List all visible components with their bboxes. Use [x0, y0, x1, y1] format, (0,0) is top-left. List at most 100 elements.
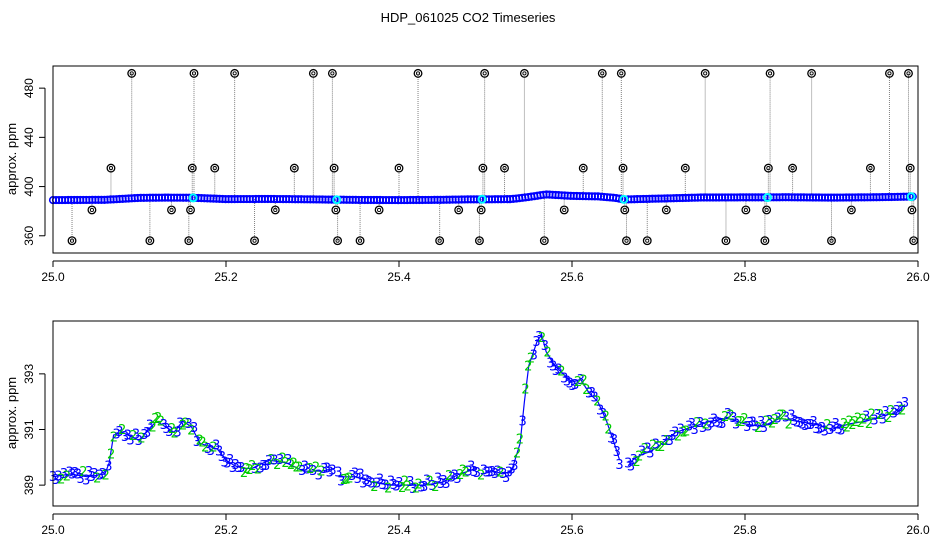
point-label: 3 — [262, 459, 270, 474]
point-label: 3 — [88, 470, 96, 485]
point-label: 3 — [707, 417, 715, 432]
outlier-point — [413, 68, 423, 78]
point-label: 3 — [710, 412, 718, 427]
x-tick-label: 25.4 — [387, 270, 411, 284]
outlier-point — [127, 68, 137, 78]
point-label: 3 — [82, 473, 90, 488]
outlier-point-inner — [562, 207, 567, 212]
point-label: 3 — [373, 476, 381, 491]
point-label: 3 — [124, 428, 132, 443]
outlier-point-inner — [415, 71, 421, 76]
point-label: 2 — [785, 417, 793, 432]
point-label: 2 — [281, 456, 289, 471]
point-label: 3 — [507, 463, 515, 478]
point-label: 3 — [804, 418, 812, 433]
point-label: 2 — [110, 430, 118, 445]
point-label: 2 — [107, 448, 115, 463]
outlier-point — [250, 236, 259, 246]
outlier-point — [87, 205, 97, 215]
point-label: 3 — [417, 480, 425, 495]
outlier-point-inner — [683, 166, 688, 171]
point-label: 2 — [579, 373, 587, 388]
outlier-point — [478, 163, 488, 173]
point-label: 3 — [563, 374, 571, 389]
point-label: 2 — [245, 463, 253, 478]
point-label: 2 — [865, 417, 873, 432]
point-label: 2 — [884, 411, 892, 426]
point-label: 3 — [596, 404, 604, 419]
point-label: 3 — [696, 416, 704, 431]
point-label: 3 — [368, 477, 376, 492]
point-label: 2 — [306, 462, 314, 477]
point-label: 3 — [893, 404, 901, 419]
point-label: 3 — [790, 414, 798, 429]
point-label: 2 — [771, 413, 779, 428]
outlier-point — [435, 236, 445, 246]
point-label: 3 — [549, 360, 557, 375]
point-label: 3 — [96, 468, 104, 483]
outlier-point-inner — [335, 238, 340, 243]
outlier-point-inner — [456, 207, 461, 212]
point-label: 3 — [630, 453, 638, 468]
point-label: 3 — [505, 465, 513, 480]
point-label: 3 — [453, 472, 461, 487]
point-label: 3 — [879, 413, 887, 428]
point-label: 3 — [666, 434, 674, 449]
point-label: 2 — [187, 423, 195, 438]
outlier-point — [394, 163, 404, 173]
point-label: 2 — [63, 470, 71, 485]
outlier-point-inner — [790, 166, 795, 171]
point-label: 2 — [151, 412, 159, 427]
point-label: 3 — [162, 422, 170, 437]
x-tick-label: 26.0 — [906, 523, 930, 537]
point-label: 3 — [309, 464, 317, 479]
outlier-point — [905, 163, 915, 173]
point-label: 2 — [93, 471, 101, 486]
top-panel: 25.0 25.2 25.4 25.6 25.8 26.0 360 400 440 480 ap… — [4, 65, 930, 284]
point-label: 2 — [693, 416, 701, 431]
outlier-point — [289, 163, 299, 173]
point-label: 2 — [179, 418, 187, 433]
point-label: 3 — [284, 453, 292, 468]
point-label: 2 — [674, 429, 682, 444]
point-label: 3 — [176, 416, 184, 431]
point-label: 2 — [412, 482, 420, 497]
point-label: 3 — [732, 418, 740, 433]
point-label: 3 — [541, 339, 549, 354]
point-label: 3 — [121, 430, 129, 445]
point-label: 3 — [685, 420, 693, 435]
outlier-point-inner — [829, 238, 834, 243]
point-label: 2 — [154, 411, 162, 426]
outlier-point — [106, 163, 116, 173]
point-label: 2 — [340, 473, 348, 488]
point-label: 2 — [295, 461, 303, 476]
top-y-axis-label: approx. ppm — [4, 123, 19, 195]
point-label: 2 — [129, 429, 137, 444]
outlier-point-inner — [762, 238, 767, 243]
point-label: 2 — [171, 427, 179, 442]
outlier-point — [846, 205, 856, 215]
point-label: 2 — [593, 395, 601, 410]
y-tick-label: 389 — [22, 475, 36, 495]
point-label: 3 — [437, 477, 445, 492]
outlier-point — [700, 68, 710, 78]
point-label: 2 — [632, 455, 640, 470]
point-label: 3 — [801, 419, 809, 434]
point-label: 2 — [79, 465, 87, 480]
point-label: 3 — [895, 401, 903, 416]
point-label: 2 — [345, 472, 353, 487]
top-x-axis: 25.0 25.2 25.4 25.6 25.8 26.0 — [41, 260, 930, 284]
point-label: 2 — [521, 383, 529, 398]
bottom-plot-frame — [52, 320, 919, 507]
outlier-point — [620, 205, 630, 215]
point-label: 2 — [496, 465, 504, 480]
point-label: 3 — [232, 458, 240, 473]
outlier-point — [661, 205, 671, 215]
point-label: 2 — [459, 463, 467, 478]
outlier-point-inner — [437, 238, 442, 243]
point-label: 3 — [566, 376, 574, 391]
outlier-point — [374, 205, 384, 215]
outlier-point-inner — [330, 71, 335, 76]
point-label: 3 — [668, 429, 676, 444]
